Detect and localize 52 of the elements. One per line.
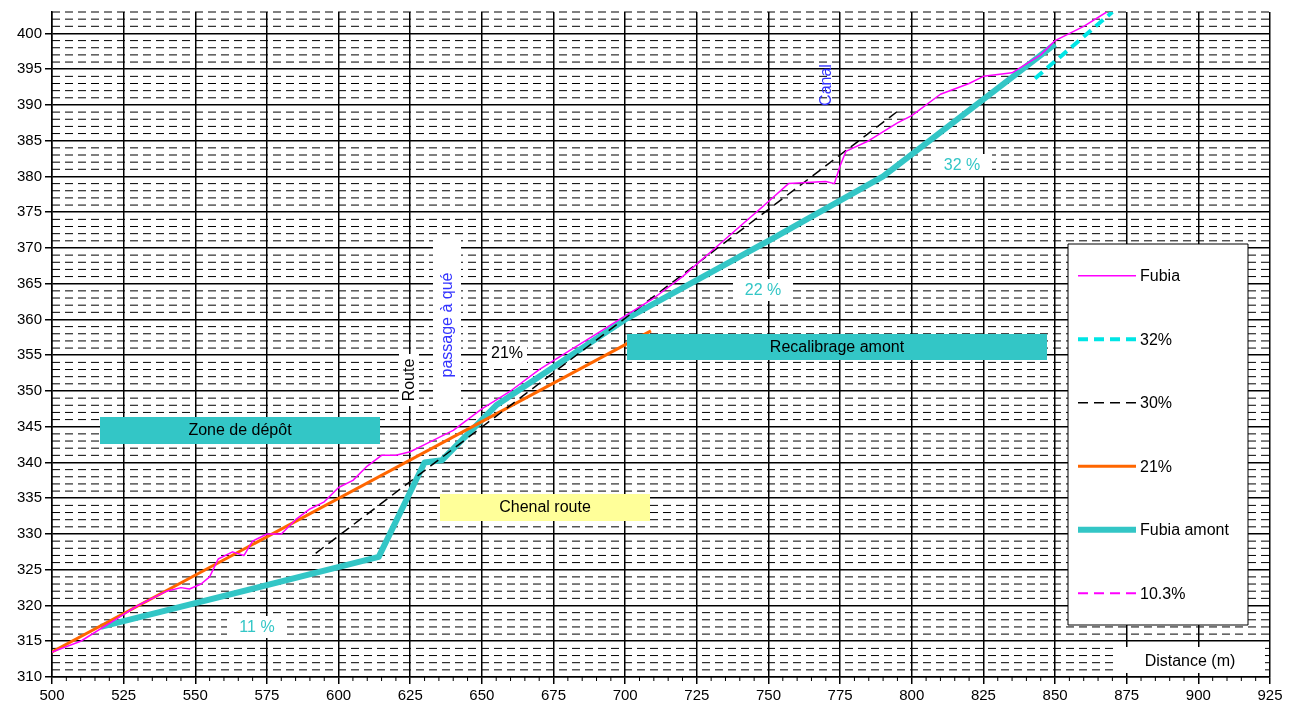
y-tick-label: 385	[16, 130, 42, 148]
x-tick-label: 800	[899, 686, 925, 704]
x-tick-label: 625	[397, 686, 423, 704]
x-axis-title: Distance (m)	[1144, 652, 1236, 670]
x-tick-label: 900	[1185, 686, 1211, 704]
annotation: Chenal route	[499, 498, 591, 516]
x-tick-label: 775	[827, 686, 853, 704]
y-tick-label: 350	[16, 381, 42, 399]
y-tick-label: 330	[16, 524, 42, 542]
annotation: passage à qué	[438, 272, 456, 378]
annotation: Zone de dépôt	[188, 421, 292, 439]
legend-label: Fubia	[1140, 267, 1181, 285]
y-tick-label: 320	[16, 595, 42, 613]
x-tick-label: 525	[111, 686, 137, 704]
x-tick-label: 600	[326, 686, 352, 704]
y-tick-label: 315	[16, 631, 42, 649]
legend-label: 32%	[1140, 330, 1173, 348]
x-tick-label: 700	[612, 686, 638, 704]
y-tick-label: 325	[16, 559, 42, 577]
y-tick-label: 400	[16, 23, 42, 41]
y-tick-label: 390	[16, 95, 42, 113]
y-tick-label: 360	[16, 309, 42, 327]
legend-label: 30%	[1140, 394, 1173, 412]
annotation: Recalibrage amont	[769, 338, 905, 356]
y-tick-label: 395	[16, 59, 42, 77]
annotation: 32 %	[943, 156, 981, 174]
x-tick-label: 575	[254, 686, 280, 704]
annotation: 22 %	[744, 281, 782, 299]
y-tick-label: 365	[16, 273, 42, 291]
legend-label: 21%	[1140, 457, 1173, 475]
y-tick-label: 355	[16, 345, 42, 363]
x-tick-label: 850	[1042, 686, 1068, 704]
y-tick-label: 380	[16, 166, 42, 184]
x-tick-label: 675	[541, 686, 567, 704]
y-tick-label: 340	[16, 452, 42, 470]
x-tick-label: 550	[182, 686, 208, 704]
annotation: Canal	[817, 64, 835, 106]
x-tick-label: 825	[970, 686, 996, 704]
y-tick-label: 310	[16, 667, 42, 685]
x-tick-label: 925	[1257, 686, 1283, 704]
y-tick-label: 375	[16, 202, 42, 220]
legend-label: 10.3%	[1140, 584, 1186, 602]
annotation: 11 %	[239, 618, 275, 636]
legend-label: Fubia amont	[1140, 521, 1230, 539]
x-tick-label: 725	[684, 686, 710, 704]
x-tick-label: 875	[1114, 686, 1140, 704]
x-tick-label: 750	[755, 686, 781, 704]
y-tick-label: 335	[16, 488, 42, 506]
x-tick-label: 500	[39, 686, 65, 704]
y-tick-label: 370	[16, 238, 42, 256]
x-tick-label: 650	[469, 686, 495, 704]
y-tick-label: 345	[16, 416, 42, 434]
